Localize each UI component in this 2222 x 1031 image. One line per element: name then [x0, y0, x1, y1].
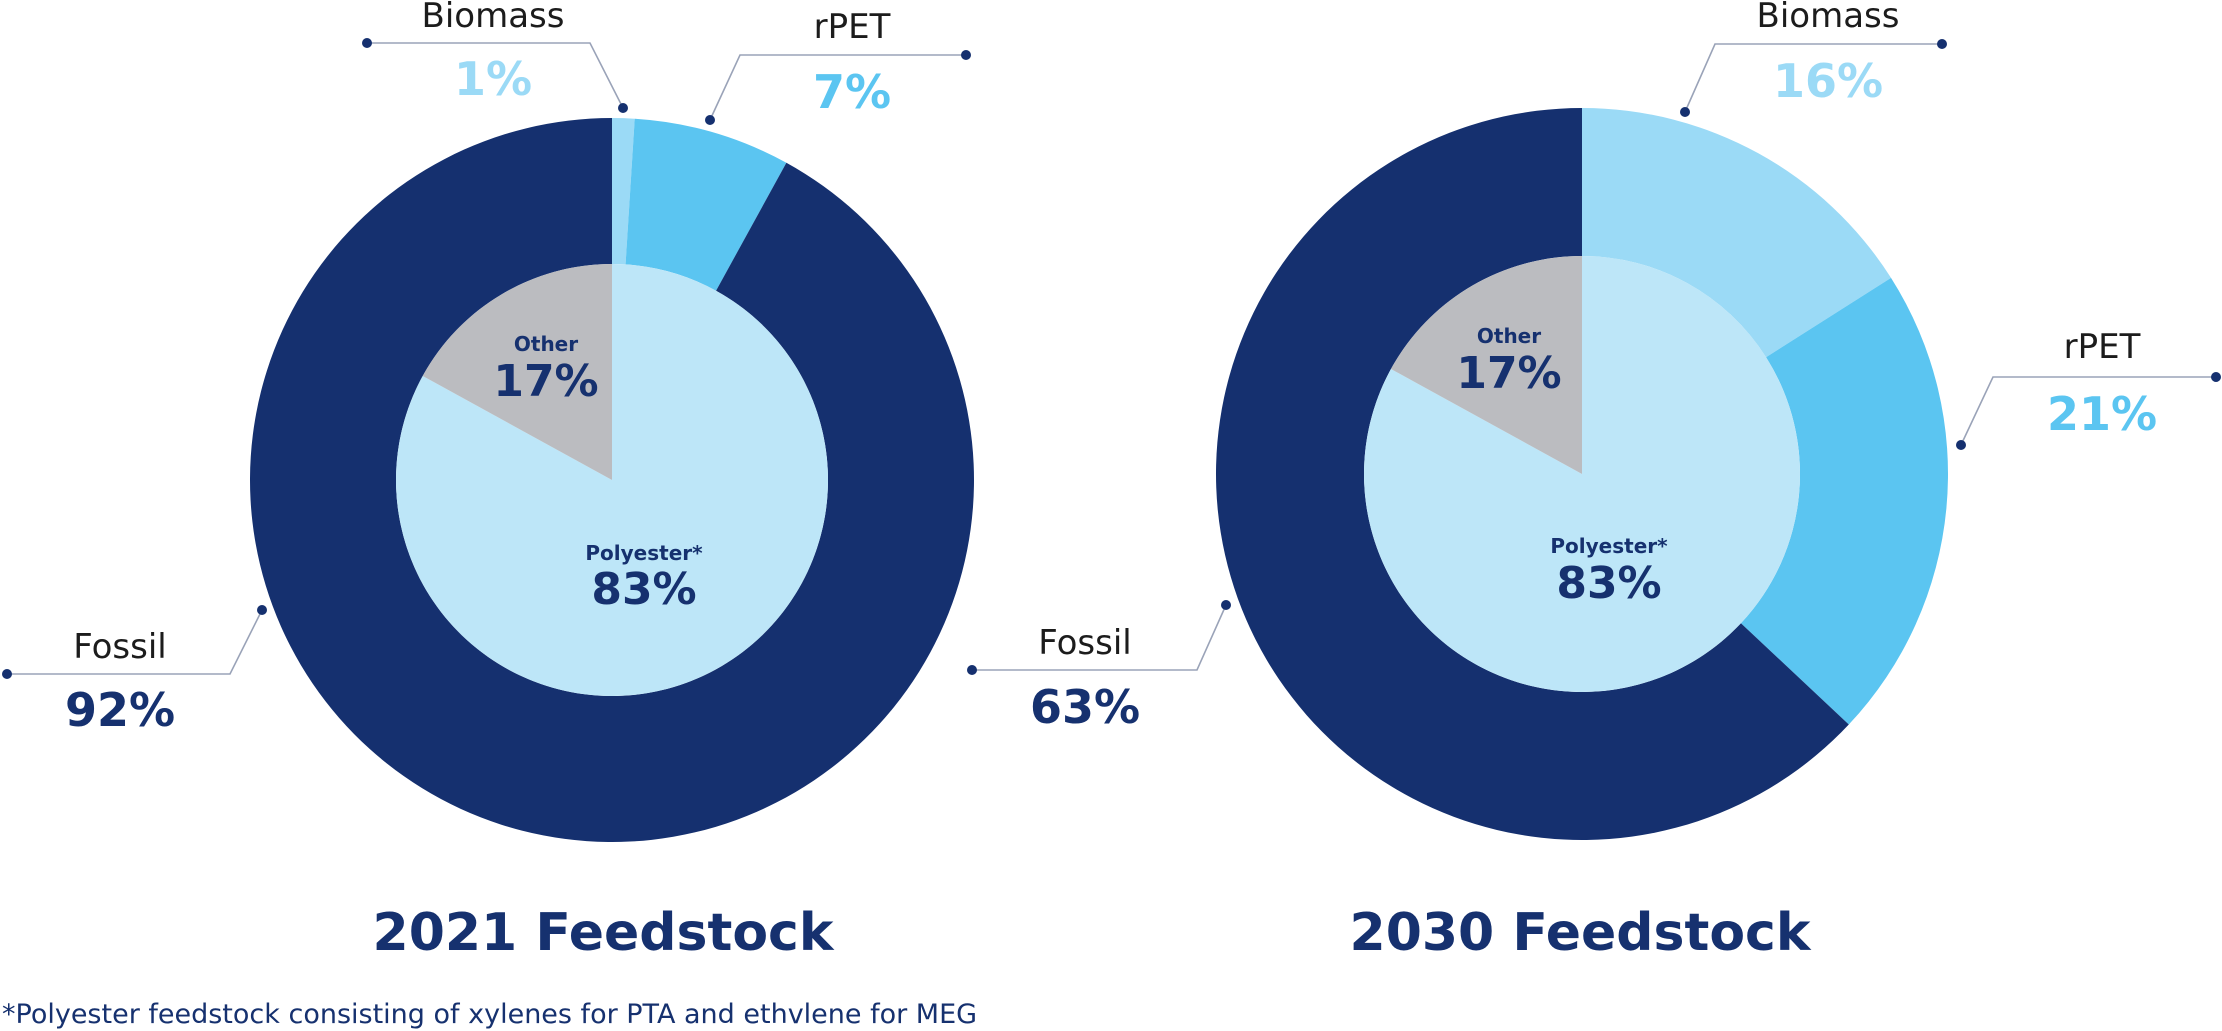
label-2030-fossil-value: 63%: [1030, 680, 1140, 734]
leader-2030-rpet-end-dot: [1956, 440, 1966, 450]
callout-leaders: [2, 38, 2221, 679]
slice-2030-fossil: [1216, 108, 1849, 840]
leader-2021-rpet-start-dot: [961, 50, 971, 60]
label-2021-fossil-name: Fossil: [73, 627, 166, 667]
leader-2030-fossil-start-dot: [967, 665, 977, 675]
leader-2021-fossil-end-dot: [257, 605, 267, 615]
label-2030-polyester-name: Polyester*: [1550, 534, 1668, 558]
label-2030-fossil-name: Fossil: [1038, 623, 1131, 663]
label-2021-other-name: Other: [514, 332, 578, 356]
leader-2021-rpet-end-dot: [705, 115, 715, 125]
chart-title-2030: 2030 Feedstock: [1350, 903, 1812, 963]
leader-2030-biomass-start-dot: [1937, 39, 1947, 49]
label-2030-biomass-value: 16%: [1773, 54, 1883, 108]
label-2021-polyester-name: Polyester*: [585, 541, 703, 565]
leader-2030-fossil-end-dot: [1221, 600, 1231, 610]
leader-2021-fossil-start-dot: [2, 669, 12, 679]
slice-2030-biomass: [1582, 108, 1892, 358]
leader-2030-rpet-start-dot: [2211, 372, 2221, 382]
footnote: *Polyester feedstock consisting of xylen…: [2, 999, 977, 1030]
slice-2030-other: [1390, 256, 1582, 474]
label-2030-rpet-value: 21%: [2047, 387, 2157, 441]
label-2030-other-value: 17%: [1456, 348, 1561, 399]
label-2030-biomass-name: Biomass: [1757, 0, 1900, 36]
slice-2021-biomass: [612, 118, 635, 265]
slice-2030-polyester: [1363, 256, 1800, 692]
leader-2030-fossil: [972, 604, 1227, 671]
slice-2021-fossil: [250, 118, 975, 842]
leader-2021-biomass-start-dot: [362, 38, 372, 48]
chart-2021-slices: [250, 118, 975, 842]
label-2030-rpet-name: rPET: [2064, 327, 2141, 367]
label-2021-rpet-value: 7%: [813, 65, 891, 119]
leader-2030-biomass: [1684, 43, 1942, 113]
leader-2021-biomass: [367, 42, 624, 109]
label-2021-fossil-value: 92%: [65, 683, 175, 737]
leader-2021-fossil: [7, 609, 263, 675]
leader-2021-biomass-end-dot: [618, 103, 628, 113]
chart-2030-slices: [1216, 108, 1948, 840]
leader-2030-biomass-end-dot: [1680, 107, 1690, 117]
leader-2030-rpet: [1960, 376, 2216, 446]
label-2021-rpet-name: rPET: [814, 7, 891, 47]
label-2021-other-value: 17%: [493, 356, 598, 407]
label-2021-biomass-value: 1%: [454, 52, 532, 106]
leader-2021-rpet: [709, 54, 966, 121]
slice-2021-other: [422, 264, 612, 480]
label-2021-biomass-name: Biomass: [422, 0, 565, 36]
label-2030-polyester-value: 83%: [1556, 558, 1661, 609]
label-2021-polyester-value: 83%: [591, 564, 696, 615]
slice-2030-rpet: [1740, 277, 1948, 725]
chart-title-2021: 2021 Feedstock: [373, 903, 835, 963]
label-2030-other-name: Other: [1477, 324, 1541, 348]
slice-2021-polyester: [395, 264, 828, 697]
slice-2021-rpet: [625, 118, 787, 291]
